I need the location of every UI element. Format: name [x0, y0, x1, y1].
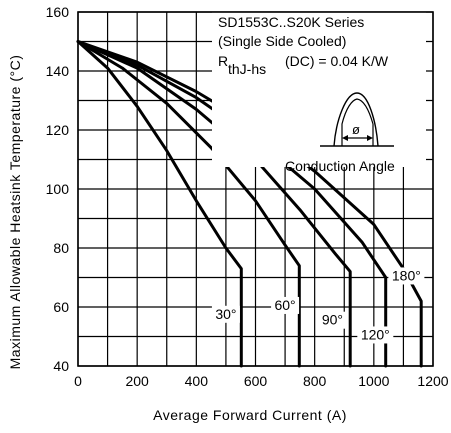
x-tick-label: 400 — [185, 373, 209, 389]
x-tick-label: 0 — [74, 373, 82, 389]
series-label-bg — [211, 305, 240, 323]
series-label: 90° — [322, 312, 343, 328]
series-line — [76, 40, 352, 368]
y-axis-label: Maximum Allowable Heatsink Temperature (… — [7, 55, 23, 370]
series-line — [76, 40, 423, 368]
series-line — [76, 40, 301, 368]
y-tick-label: 120 — [46, 122, 70, 138]
x-tick-label: 800 — [303, 373, 327, 389]
x-tick-label: 200 — [125, 373, 149, 389]
annotation-backdrop — [212, 12, 426, 167]
rth-value: (DC) = 0.04 K/W — [285, 53, 389, 69]
x-tick-label: 1200 — [417, 373, 448, 389]
plot-frame — [77, 11, 434, 367]
conduction-angle-inset: ø — [320, 92, 394, 147]
inset-arrow-head-right — [367, 135, 373, 141]
inset-label: Conduction Angle — [285, 158, 395, 174]
series-label-bg — [318, 311, 347, 329]
chart-title-line2: (Single Side Cooled) — [218, 33, 346, 49]
x-tick-labels: 0 200 400 600 800 1000 1200 — [74, 373, 449, 389]
series-labels: 30° 60° 90° 120° 180° — [211, 267, 425, 344]
y-tick-label: 80 — [53, 240, 69, 256]
series-label: 60° — [274, 297, 295, 313]
series-label: 180° — [392, 267, 421, 283]
x-tick-label: 1000 — [358, 373, 389, 389]
rth-symbol: R — [218, 53, 228, 69]
y-tick-label: 60 — [53, 299, 69, 315]
x-tick-label: 600 — [244, 373, 268, 389]
y-tick-label: 40 — [53, 358, 69, 374]
series-label-bg — [271, 296, 300, 314]
x-axis-label: Average Forward Current (A) — [153, 407, 347, 423]
chart-title-line1: SD1553C..S20K Series — [218, 14, 364, 30]
y-tick-label: 160 — [46, 4, 70, 20]
y-tick-labels: 40 60 80 100 120 140 160 — [46, 4, 70, 374]
series-line — [76, 40, 243, 368]
series-label-bg — [388, 267, 425, 285]
y-tick-label: 100 — [46, 181, 70, 197]
y-tick-label: 140 — [46, 63, 70, 79]
rth-subscript: thJ-hs — [228, 61, 266, 77]
inset-waveform — [333, 92, 379, 147]
series-label: 120° — [361, 326, 390, 342]
inset-conduction-region — [341, 98, 374, 146]
series-label-bg — [357, 326, 394, 344]
inset-arrow-head-left — [342, 135, 348, 141]
inset-phi-symbol: ø — [352, 122, 360, 137]
series-label: 30° — [215, 306, 236, 322]
